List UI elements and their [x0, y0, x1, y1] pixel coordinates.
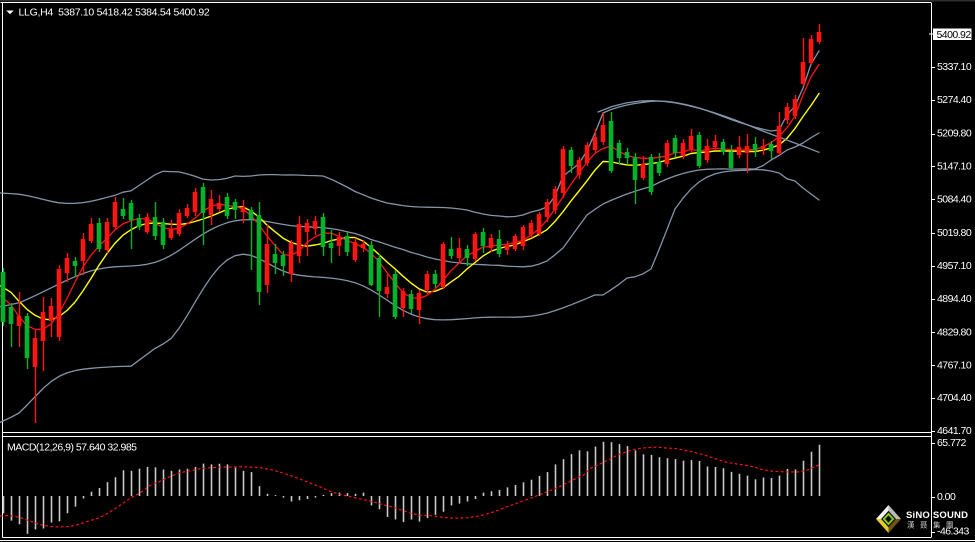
svg-text:SiNO SOUND: SiNO SOUND: [906, 510, 968, 521]
svg-text:4641.70: 4641.70: [937, 425, 972, 437]
svg-text:5400.92: 5400.92: [937, 29, 972, 41]
svg-text:-46.343: -46.343: [937, 526, 969, 538]
svg-text:LLG,H4 5387.10 5418.42 5384.5: LLG,H4 5387.10 5418.42 5384.54 5400.92: [19, 7, 210, 19]
svg-text:5337.10: 5337.10: [937, 61, 972, 73]
svg-text:5019.80: 5019.80: [937, 227, 972, 239]
svg-text:4767.10: 4767.10: [937, 359, 972, 371]
svg-text:漢聂集團: 漢聂集團: [907, 520, 959, 530]
svg-text:4894.40: 4894.40: [937, 293, 972, 305]
svg-text:5209.80: 5209.80: [937, 128, 972, 140]
svg-text:5084.40: 5084.40: [937, 193, 972, 205]
svg-text:4829.80: 4829.80: [937, 327, 972, 339]
svg-text:4704.40: 4704.40: [937, 392, 972, 404]
svg-text:MACD(12,26,9) 57.640 32.985: MACD(12,26,9) 57.640 32.985: [7, 442, 137, 454]
svg-text:65.772: 65.772: [937, 437, 967, 449]
svg-text:4957.10: 4957.10: [937, 260, 972, 272]
svg-text:0.00: 0.00: [937, 491, 956, 503]
svg-text:5147.10: 5147.10: [937, 161, 972, 173]
svg-text:5274.40: 5274.40: [937, 94, 972, 106]
